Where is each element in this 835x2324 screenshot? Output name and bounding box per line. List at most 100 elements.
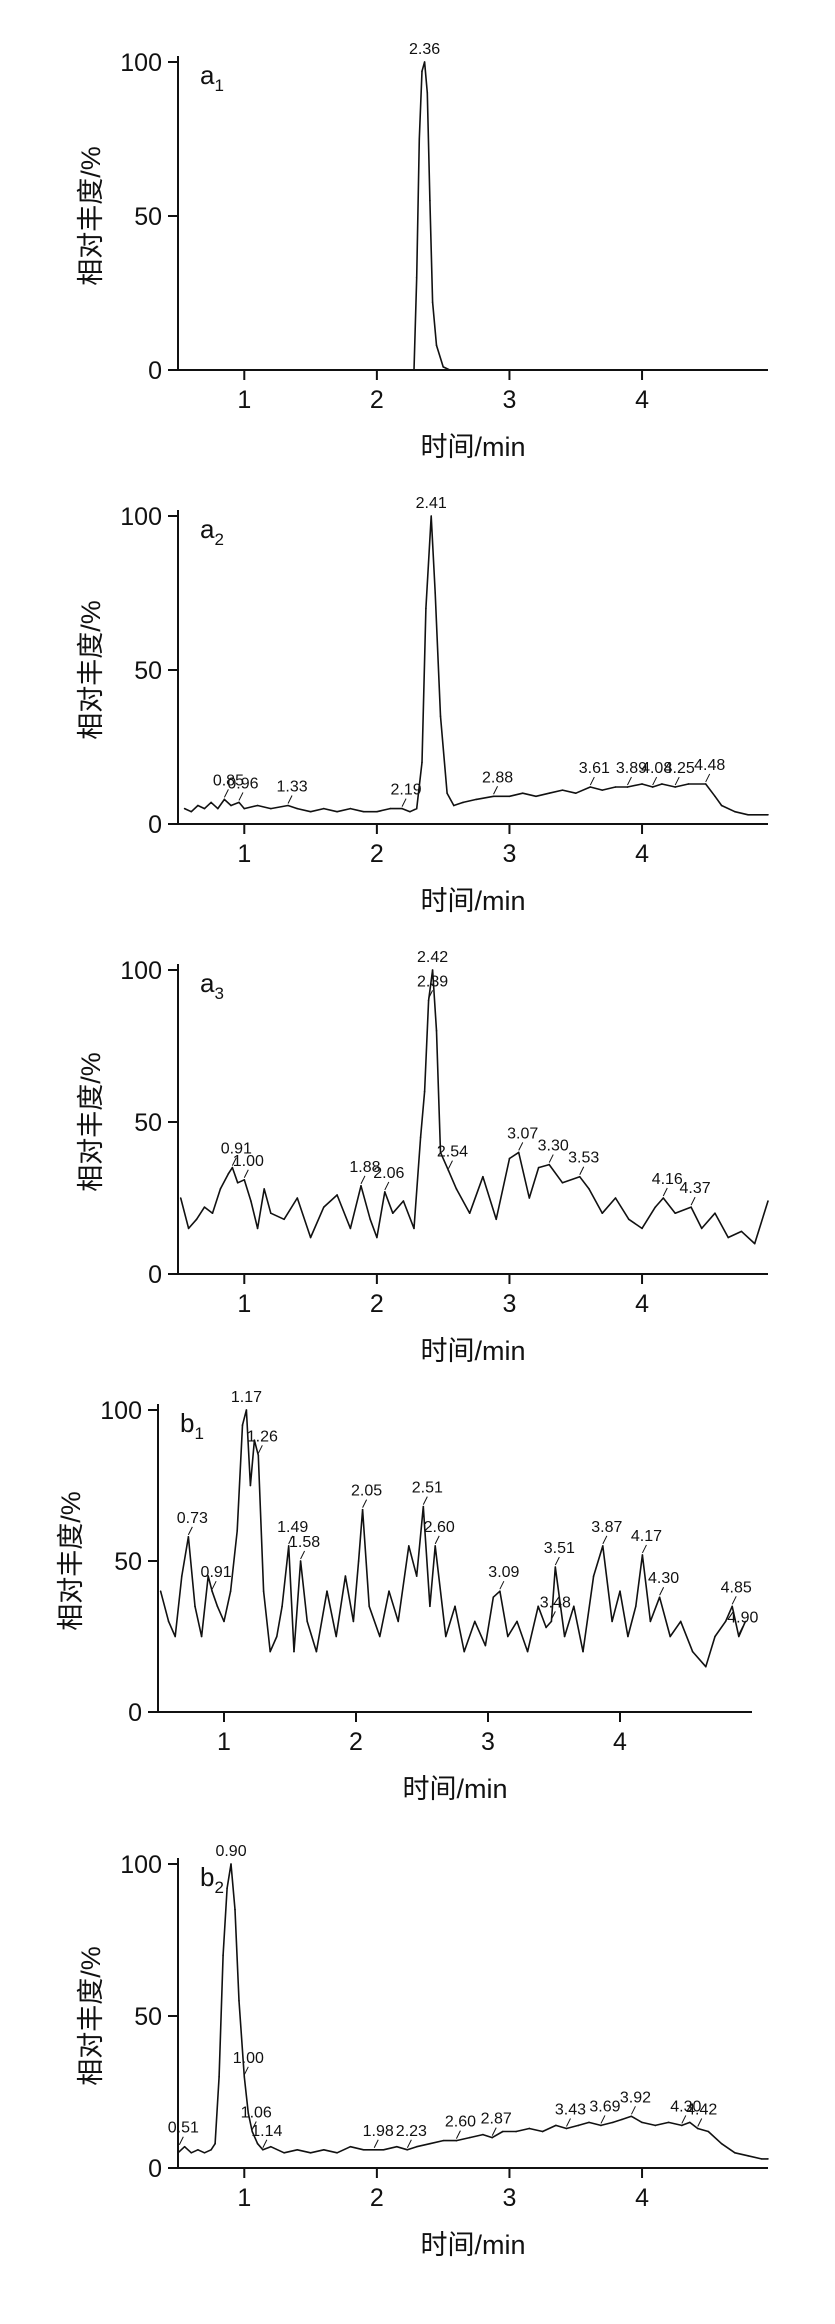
data-point (669, 1635, 671, 1638)
y-tick-label: 0 (148, 811, 162, 839)
data-point (681, 2124, 683, 2127)
peak-label: 3.53 (568, 1150, 599, 1167)
data-point (687, 783, 690, 785)
data-point (391, 1212, 394, 1214)
data-point (448, 369, 451, 371)
data-point (197, 2148, 199, 2151)
peak-leader (641, 1544, 647, 1554)
y-tick-label: 50 (134, 2003, 162, 2031)
data-point (203, 1206, 206, 1208)
data-point (747, 2155, 749, 2157)
data-point (197, 804, 199, 807)
peak-leader (554, 1556, 560, 1566)
data-point (361, 1508, 364, 1511)
peak-label: 0.96 (227, 775, 258, 792)
peak-leader (287, 795, 293, 804)
data-point (219, 1188, 222, 1190)
data-point (336, 2152, 338, 2154)
data-point (373, 2148, 376, 2151)
data-point (256, 804, 259, 807)
data-point (249, 1484, 252, 1487)
panel-label-main: a (200, 968, 215, 998)
data-point (492, 795, 495, 798)
panel-label-main: b (200, 1862, 214, 1892)
data-point (601, 789, 604, 791)
peak-leader (600, 2115, 606, 2124)
data-point (734, 2152, 736, 2154)
y-tick-label: 50 (134, 1109, 162, 1137)
data-point (245, 1409, 248, 1411)
data-point (635, 1605, 637, 1608)
data-point (230, 804, 232, 807)
x-tick-label: 2 (370, 840, 384, 868)
peak-leader (518, 1142, 524, 1151)
peak-label: 1.00 (233, 1153, 264, 1170)
data-point (508, 1157, 511, 1160)
peak-label: 3.89 (616, 760, 647, 777)
data-point (630, 2115, 633, 2118)
data-point (468, 2136, 471, 2139)
data-point (406, 2148, 409, 2151)
data-point (309, 1236, 312, 1239)
x-axis-label: 时间/min (402, 1774, 507, 1804)
peak-leader (401, 798, 407, 807)
peak-label: 1.17 (231, 1389, 262, 1406)
data-point (195, 1218, 198, 1221)
data-point (537, 1166, 540, 1169)
x-tick-label: 1 (237, 386, 251, 414)
data-point (423, 61, 426, 63)
data-point (573, 1605, 575, 1608)
peak-leader (705, 773, 711, 783)
peak-label: 3.92 (620, 2089, 651, 2106)
data-point (545, 1626, 547, 1629)
panel-label-sub: 2 (214, 530, 223, 549)
peak-label: 1.00 (233, 2050, 264, 2067)
peak-leader (238, 792, 244, 801)
data-point (767, 813, 769, 816)
data-point (714, 1635, 716, 1638)
data-point (362, 2148, 365, 2151)
panel-label-sub: 2 (214, 1878, 223, 1897)
data-point (491, 2136, 494, 2139)
data-point (674, 786, 676, 788)
data-point (216, 807, 219, 810)
peak-label: 1.88 (349, 1159, 380, 1176)
data-point (382, 2148, 385, 2151)
data-point (578, 1175, 581, 1178)
peak-leader (223, 789, 229, 798)
data-point (194, 1605, 196, 1608)
data-point (563, 1635, 566, 1638)
data-point (395, 2145, 398, 2148)
data-point (612, 2121, 614, 2124)
peak-label: 3.07 (507, 1125, 538, 1142)
data-point (231, 1166, 234, 1169)
panel-label: a2 (200, 514, 224, 549)
data-point (588, 1188, 590, 1190)
data-point (183, 2145, 186, 2148)
panel-label-sub: 1 (214, 76, 223, 95)
x-tick-label: 2 (370, 1290, 384, 1318)
data-point (619, 1590, 621, 1592)
peak-label: 3.69 (589, 2098, 620, 2115)
data-point (434, 1545, 437, 1547)
peak-leader (434, 1535, 440, 1545)
data-point (535, 795, 537, 798)
peak-leader (406, 2139, 412, 2148)
data-point (502, 2130, 504, 2133)
x-axis-label: 时间/min (420, 1336, 525, 1366)
data-point (408, 1545, 410, 1547)
data-point (349, 807, 352, 810)
peak-label: 2.87 (481, 2111, 512, 2128)
peak-label: 3.43 (555, 2101, 586, 2118)
peak-leader (602, 1535, 608, 1545)
data-point (177, 2152, 179, 2154)
series-line (179, 969, 769, 1245)
peak-label: 2.05 (351, 1483, 382, 1500)
x-tick-label: 1 (237, 2184, 251, 2212)
data-point (446, 792, 448, 794)
data-point (247, 2112, 250, 2115)
data-point (431, 301, 434, 304)
data-point (434, 592, 437, 594)
peak-label: 0.51 (168, 2120, 199, 2137)
